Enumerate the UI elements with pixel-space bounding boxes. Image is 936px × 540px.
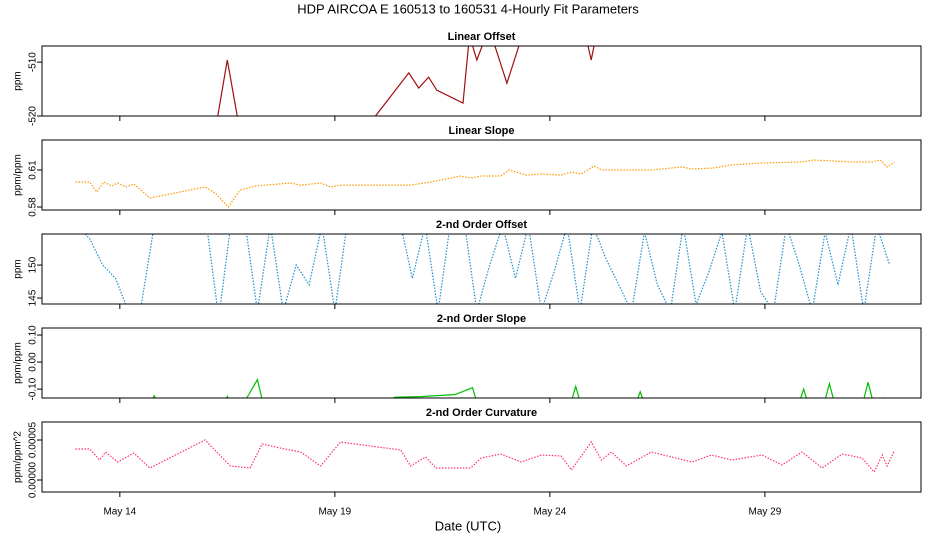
data-line	[75, 439, 895, 474]
panel-title: 2-nd Order Curvature	[426, 407, 537, 419]
panel-title: Linear Offset	[448, 31, 516, 43]
y-axis-label: ppm	[13, 259, 24, 278]
x-axis-label: Date (UTC)	[435, 518, 501, 533]
y-tick-label: 0.00000	[28, 461, 39, 498]
data-line	[152, 377, 886, 398]
y-tick-label: 0.00005	[28, 421, 39, 458]
plot-area	[152, 377, 886, 398]
y-tick-label: 145	[28, 289, 39, 306]
x-tick-label: May 14	[103, 507, 136, 518]
data-line	[84, 234, 891, 304]
panel-title: 2-nd Order Slope	[437, 313, 526, 325]
panel-title: 2-nd Order Offset	[436, 219, 527, 231]
chart-title: HDP AIRCOA E 160513 to 160531 4-Hourly F…	[297, 1, 639, 16]
data-line	[217, 46, 595, 116]
plot-area	[75, 439, 895, 474]
y-tick-label: -0.10	[28, 377, 39, 400]
y-tick-label: 0.10	[28, 325, 39, 345]
y-tick-label: -520	[28, 106, 39, 126]
plot-area	[84, 234, 891, 304]
data-line	[75, 159, 895, 208]
y-axis-label: ppm/ppm^2	[13, 431, 24, 483]
panel-frame	[41, 139, 922, 211]
y-tick-label: 150	[28, 256, 39, 273]
panel-frame	[41, 233, 922, 305]
y-axis-label: ppm	[13, 71, 24, 90]
panel-frame	[41, 45, 922, 117]
x-tick-label: May 29	[748, 507, 781, 518]
x-tick-label: May 19	[318, 507, 351, 518]
plot-area	[75, 159, 895, 208]
y-tick-label: 0.61	[28, 160, 39, 180]
y-axis-label: ppm/ppm	[13, 154, 24, 196]
x-tick-label: May 24	[533, 507, 566, 518]
panel-title: Linear Slope	[448, 125, 514, 137]
plot-area	[217, 46, 595, 116]
y-tick-label: -510	[28, 52, 39, 72]
panel-frame	[41, 327, 922, 399]
y-tick-label: 0.58	[28, 197, 39, 217]
panel-frame	[41, 421, 922, 493]
y-axis-label: ppm/ppm	[13, 342, 24, 384]
y-tick-label: 0.00	[28, 352, 39, 372]
